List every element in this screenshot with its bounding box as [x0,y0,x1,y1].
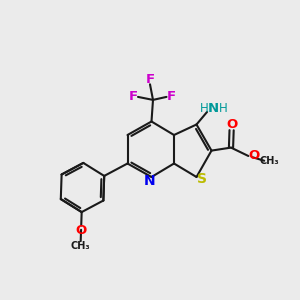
Text: CH₃: CH₃ [71,241,90,251]
Text: F: F [167,90,176,104]
Text: F: F [146,73,154,86]
Text: N: N [208,102,219,115]
Text: F: F [129,90,138,104]
Text: O: O [75,224,87,238]
Text: H: H [219,102,228,115]
Text: CH₃: CH₃ [260,156,279,166]
Text: N: N [143,174,155,188]
Text: O: O [226,118,237,131]
Text: H: H [200,102,208,115]
Text: O: O [248,149,260,162]
Text: S: S [197,172,207,186]
